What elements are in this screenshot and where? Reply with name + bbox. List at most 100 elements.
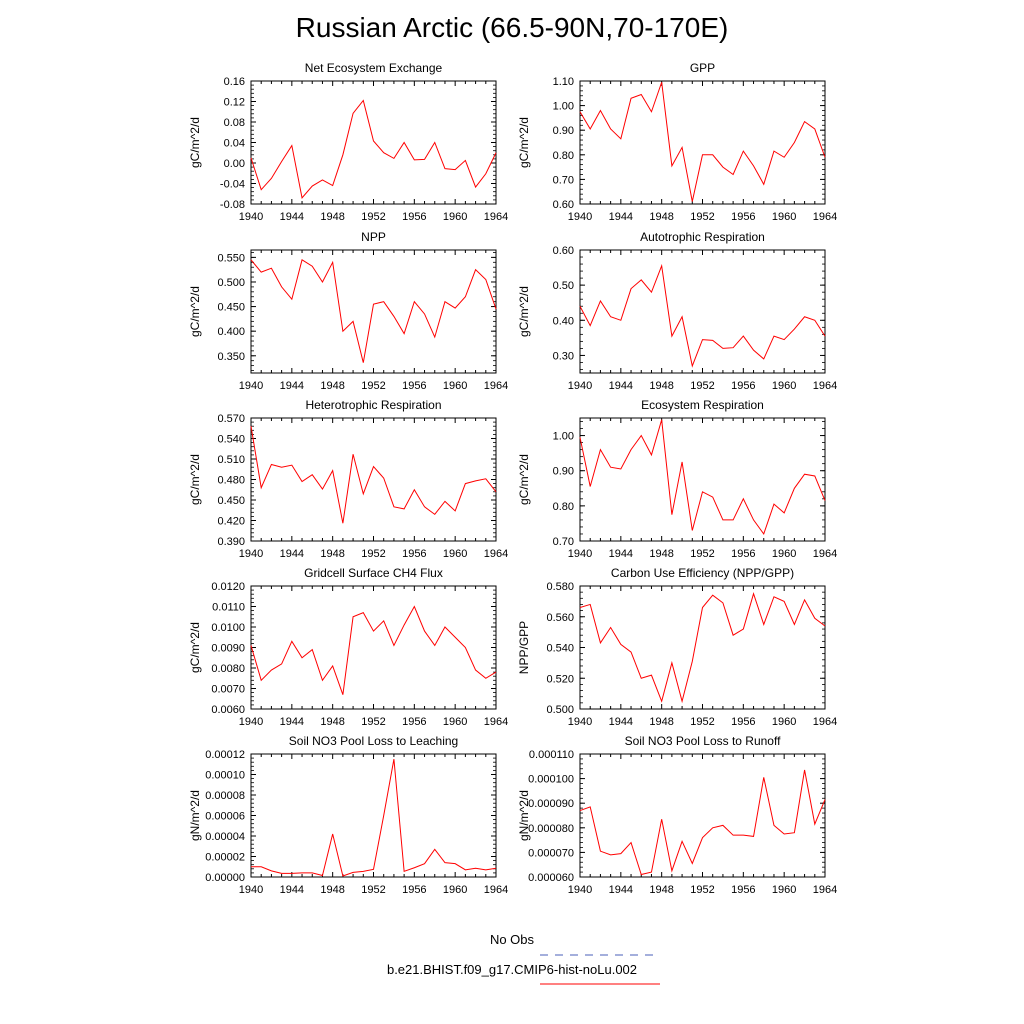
x-tick-label: 1944 [280, 380, 304, 392]
x-tick-label: 1940 [239, 716, 263, 728]
y-tick-label: 0.00006 [205, 811, 245, 823]
x-tick-label: 1944 [280, 211, 304, 223]
x-tick-label: 1960 [443, 380, 467, 392]
y-tick-label: 0.40 [553, 315, 574, 327]
series-line [250, 99, 497, 199]
y-tick-label: 0.16 [224, 76, 245, 88]
y-tick-label: 0.000110 [529, 749, 574, 761]
x-tick-label: 1964 [813, 884, 837, 896]
x-tick-label: 1964 [813, 211, 837, 223]
y-tick-label: 0.50 [553, 280, 574, 292]
y-axis-label: gC/m^2/d [517, 286, 531, 337]
x-tick-label: 1940 [239, 211, 263, 223]
series-line [579, 263, 826, 368]
y-tick-label: 0.350 [217, 351, 245, 363]
x-tick-label: 1960 [443, 548, 467, 560]
x-tick-label: 1956 [731, 380, 755, 392]
x-tick-label: 1944 [280, 716, 304, 728]
y-tick-label: 0.520 [546, 673, 574, 685]
legend-model-label: b.e21.BHIST.f09_g17.CMIP6-hist-noLu.002 [386, 962, 638, 977]
plot-frame [579, 249, 826, 374]
panel-title: Carbon Use Efficiency (NPP/GPP) [611, 566, 794, 580]
panel-title: Gridcell Surface CH4 Flux [304, 566, 443, 580]
x-tick-label: 1964 [813, 716, 837, 728]
y-tick-label: 0.0060 [211, 704, 245, 716]
x-tick-label: 1956 [731, 716, 755, 728]
series-line [579, 82, 826, 202]
plot-frame [250, 80, 497, 205]
y-axis-label: gN/m^2/d [517, 790, 531, 841]
x-tick-label: 1960 [443, 716, 467, 728]
panel-6: Ecosystem Respiration gC/m^2/d 1940 1944 194… [517, 398, 837, 560]
x-tick-label: 1948 [320, 211, 344, 223]
panel-title: Heterotrophic Respiration [305, 398, 441, 412]
y-tick-label: 0.00012 [205, 749, 245, 761]
plot-frame [579, 753, 826, 878]
x-tick-label: 1940 [568, 380, 592, 392]
y-tick-label: 0.60 [553, 245, 574, 257]
plot-frame [579, 585, 826, 710]
y-tick-label: 0.400 [217, 326, 245, 338]
panel-8: Carbon Use Efficiency (NPP/GPP) NPP/GPP 19… [517, 566, 837, 728]
x-tick-label: 1960 [772, 211, 796, 223]
y-tick-label: -0.04 [220, 179, 245, 191]
y-tick-label: 0.00000 [205, 872, 245, 884]
panel-5: Heterotrophic Respiration gC/m^2/d 1940 194… [188, 398, 508, 560]
x-tick-label: 1956 [402, 716, 426, 728]
plot-frame [579, 80, 826, 205]
x-tick-label: 1956 [402, 548, 426, 560]
x-tick-label: 1944 [280, 548, 304, 560]
x-tick-label: 1956 [731, 211, 755, 223]
y-tick-label: 0.390 [217, 536, 245, 548]
y-tick-label: 0.60 [553, 199, 574, 211]
y-tick-label: 0.000080 [528, 823, 574, 835]
x-tick-label: 1960 [772, 716, 796, 728]
x-tick-label: 1952 [690, 884, 714, 896]
panel-title: Autotrophic Respiration [640, 230, 765, 244]
x-tick-label: 1944 [609, 380, 633, 392]
panel-title: NPP [361, 230, 386, 244]
y-tick-label: 0.000060 [528, 872, 574, 884]
x-tick-label: 1948 [649, 548, 673, 560]
x-tick-label: 1964 [484, 884, 508, 896]
y-tick-label: 0.000090 [528, 798, 574, 810]
x-tick-label: 1944 [609, 716, 633, 728]
plot-frame [579, 417, 826, 542]
x-tick-label: 1944 [609, 211, 633, 223]
y-tick-label: 0.0070 [211, 684, 245, 696]
x-tick-label: 1948 [320, 548, 344, 560]
x-tick-label: 1940 [239, 380, 263, 392]
y-tick-label: 0.0110 [212, 602, 245, 614]
x-tick-label: 1952 [690, 716, 714, 728]
y-tick-label: 0.0090 [211, 643, 245, 655]
panel-title: Soil NO3 Pool Loss to Leaching [289, 734, 458, 748]
y-tick-label: 1.10 [553, 76, 574, 88]
panel-title: Ecosystem Respiration [641, 398, 764, 412]
plot-frame [250, 417, 497, 542]
x-tick-label: 1960 [772, 380, 796, 392]
y-tick-label: 0.500 [217, 277, 245, 289]
x-tick-label: 1964 [813, 380, 837, 392]
y-axis-label: gC/m^2/d [188, 117, 202, 168]
x-tick-label: 1940 [568, 884, 592, 896]
x-tick-label: 1944 [609, 548, 633, 560]
y-tick-label: 0.00004 [205, 831, 245, 843]
y-tick-label: 0.450 [217, 302, 245, 314]
y-axis-label: gC/m^2/d [188, 622, 202, 673]
panel-2: GPP gC/m^2/d 1940 1944 1948 1952 1956 1960 1964 0… [517, 61, 837, 223]
y-tick-label: 0.560 [546, 612, 574, 624]
panel-1: Net Ecosystem Exchange gC/m^2/d 1940 1944 19… [188, 61, 508, 223]
y-tick-label: 0.500 [546, 704, 574, 716]
panel-4: Autotrophic Respiration gC/m^2/d 1940 1944 1… [517, 230, 837, 392]
series-line [250, 259, 497, 363]
y-tick-label: 0.540 [546, 643, 574, 655]
x-tick-label: 1940 [239, 548, 263, 560]
y-tick-label: 0.00002 [205, 852, 245, 864]
x-tick-label: 1956 [731, 548, 755, 560]
y-tick-label: 0.00008 [205, 790, 245, 802]
plot-frame [250, 249, 497, 374]
series-line [579, 419, 826, 536]
plot-frame [250, 585, 497, 710]
panel-title: GPP [690, 61, 715, 75]
